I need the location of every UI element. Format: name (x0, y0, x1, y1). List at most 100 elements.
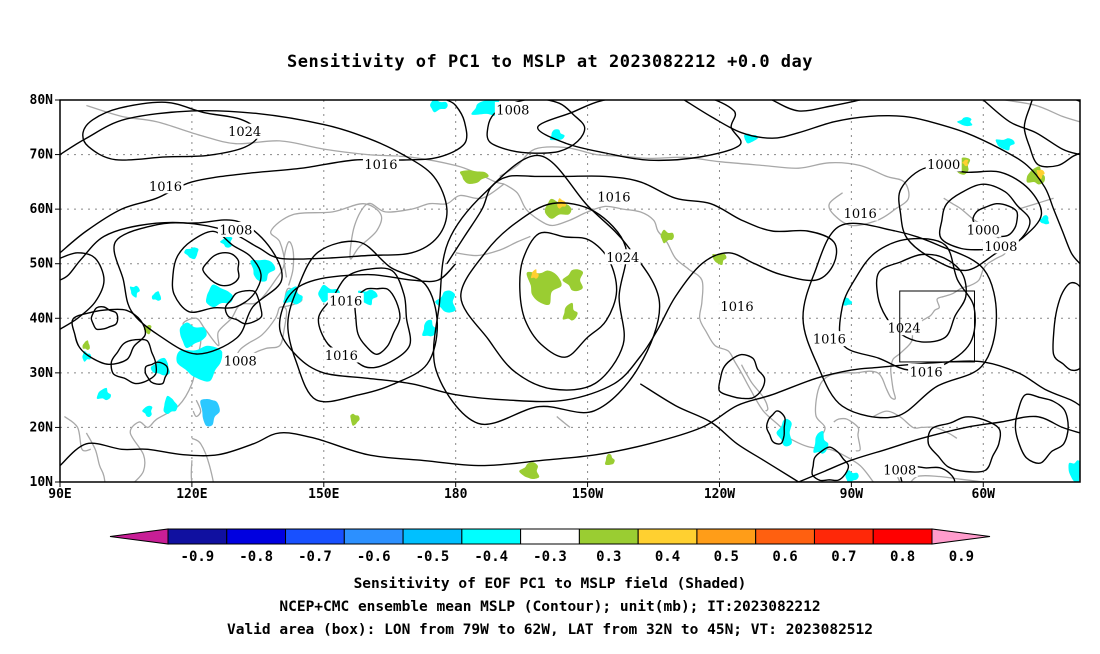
contour-label: 1008 (224, 354, 257, 369)
contour-line (486, 100, 586, 154)
shading-blob (129, 285, 140, 298)
contour-label-bg (362, 156, 399, 172)
contour-label-bg (226, 123, 263, 139)
contour-label: 1000 (967, 223, 1000, 238)
coastline (894, 470, 984, 482)
map-area: 1008 1024 1016 1016 1016 1016 1000 1000 1008 1008… (59, 99, 1081, 483)
contour-label: 1008 (496, 103, 529, 118)
colorbar-segment (637, 528, 698, 545)
shading-blob (422, 319, 438, 337)
contour-line (113, 219, 283, 355)
contour-line (519, 231, 618, 358)
contour-label-bg (604, 249, 641, 265)
colorbar-segment (461, 528, 522, 545)
contour-line (171, 230, 262, 313)
coastline (556, 416, 571, 428)
contour-line (765, 410, 786, 445)
colorbar-label: 0.5 (714, 549, 739, 565)
colorbar-label: 0.9 (949, 549, 974, 565)
graticule (60, 100, 1080, 482)
shading-blob (549, 129, 565, 141)
colorbar-segment (578, 528, 639, 545)
colorbar-segment (520, 528, 580, 545)
shading-blob (526, 270, 562, 305)
contour-label: 1000 (927, 158, 960, 173)
colorbar-segment (167, 528, 228, 545)
shading-blob (459, 170, 489, 184)
colorbar-label: 0.7 (831, 549, 856, 565)
contour-label: 1016 (844, 207, 877, 222)
shading-blob (530, 269, 539, 279)
contour-label: 1008 (984, 240, 1017, 255)
contour-label: 1016 (910, 365, 943, 380)
colorbar-segment (343, 528, 404, 545)
contour-label: 1016 (364, 158, 397, 173)
shading-blob (176, 345, 223, 382)
contour-label-bg (886, 320, 923, 336)
contour-label: 1016 (149, 180, 182, 195)
shading-blob (205, 284, 234, 308)
contour-label: 1016 (325, 349, 358, 364)
shading-blob (220, 236, 233, 248)
colorbar-label: -0.4 (474, 549, 508, 565)
contour-label-bg (842, 205, 879, 221)
caption-line-3: Valid area (box): LON from 79W to 62W, L… (227, 622, 873, 638)
contour-label-bg (217, 221, 254, 237)
coastline (85, 432, 106, 482)
lon-tick-label: 60W (972, 487, 996, 502)
colorbar: -0.9 -0.8 -0.7 -0.6 -0.5 -0.4 -0.3 0.3 0.4 0.5 0.6… (109, 528, 991, 565)
caption-line-1: Sensitivity of EOF PC1 to MSLP field (Sh… (354, 576, 747, 592)
coastline (63, 415, 91, 452)
contour-line (899, 465, 956, 482)
colorbar-segment (813, 528, 874, 545)
shading-blob (96, 387, 111, 401)
contour-label-bg (595, 189, 632, 205)
contour-label: 1016 (813, 333, 846, 348)
contour-line (278, 174, 838, 403)
lat-tick-label: 10N (30, 475, 54, 490)
lat-tick-label: 60N (30, 202, 54, 217)
contour-line (144, 361, 169, 385)
coastline (873, 410, 958, 439)
shading-blob (562, 302, 578, 321)
contour-line (354, 287, 401, 356)
mslp-contours (60, 100, 1080, 482)
contour-label-bg (327, 292, 364, 308)
valid-area-box (899, 290, 975, 363)
contour-line (287, 240, 439, 403)
lat-tick-label: 70N (30, 148, 54, 163)
map-frame (59, 99, 1081, 483)
lon-tick-label: 120W (704, 487, 735, 502)
shading-blob (250, 259, 276, 282)
shading-blob (519, 462, 540, 480)
lon-tick-label: 150E (308, 487, 339, 502)
contour-line (972, 202, 1019, 238)
shading-blob (1039, 215, 1050, 225)
coastline (1001, 100, 1080, 123)
shading-blob (1068, 460, 1080, 482)
coastlines (63, 100, 1080, 482)
shading-blob (605, 454, 615, 466)
caption-line-2: NCEP+CMC ensemble mean MSLP (Contour); u… (279, 599, 820, 615)
shading-blob (163, 395, 178, 415)
contour-label-bg (719, 298, 756, 314)
lat-tick-label: 50N (30, 257, 54, 272)
lat-tick-label: 80N (30, 93, 54, 108)
colorbar-low-end (109, 528, 169, 545)
shading-blob (962, 159, 969, 167)
contour-label-bg (811, 331, 848, 347)
contour-line (639, 383, 799, 482)
lon-tick-label: 150W (572, 487, 603, 502)
contour-line (432, 154, 661, 426)
shading-blob (1036, 169, 1045, 179)
contour-label: 1024 (606, 251, 639, 266)
contour-label: 1024 (228, 125, 261, 140)
contour-label: 1016 (597, 191, 630, 206)
colorbar-segment (872, 528, 933, 545)
contour-label: 1016 (721, 300, 754, 315)
shading-blob (283, 286, 303, 305)
lon-tick-label: 180 (444, 487, 468, 502)
coastline (814, 197, 1007, 450)
shading-blob (143, 324, 152, 335)
